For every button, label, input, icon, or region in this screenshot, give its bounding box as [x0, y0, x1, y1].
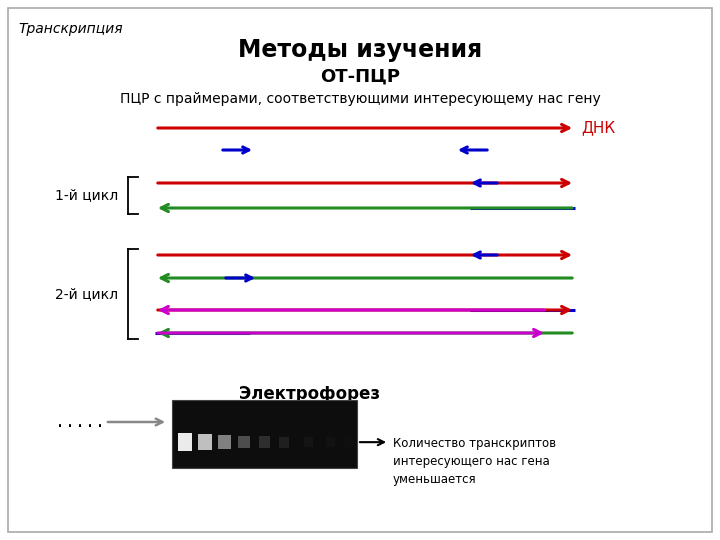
Bar — [198, 434, 212, 450]
Bar — [238, 436, 250, 448]
Bar — [343, 437, 353, 448]
Bar — [279, 437, 289, 448]
Text: Электрофорез: Электрофорез — [240, 385, 380, 403]
Text: Количество транскриптов
интересующего нас гена
уменьшается: Количество транскриптов интересующего на… — [393, 437, 556, 486]
Bar — [178, 434, 192, 451]
Bar — [217, 435, 230, 449]
Text: ПЦР с праймерами, соответствующими интересующему нас гену: ПЦР с праймерами, соответствующими интер… — [120, 92, 600, 106]
Bar — [172, 400, 357, 468]
Text: 1-й цикл: 1-й цикл — [55, 188, 118, 202]
Text: ДНК: ДНК — [581, 120, 615, 136]
Text: Методы изучения: Методы изучения — [238, 38, 482, 62]
Text: .....: ..... — [55, 413, 105, 431]
Text: Транскрипция: Транскрипция — [18, 22, 122, 36]
Text: 2-й цикл: 2-й цикл — [55, 287, 118, 301]
Bar — [304, 437, 312, 448]
Bar — [325, 437, 335, 448]
Bar — [258, 436, 269, 448]
Text: ОТ-ПЦР: ОТ-ПЦР — [320, 68, 400, 86]
